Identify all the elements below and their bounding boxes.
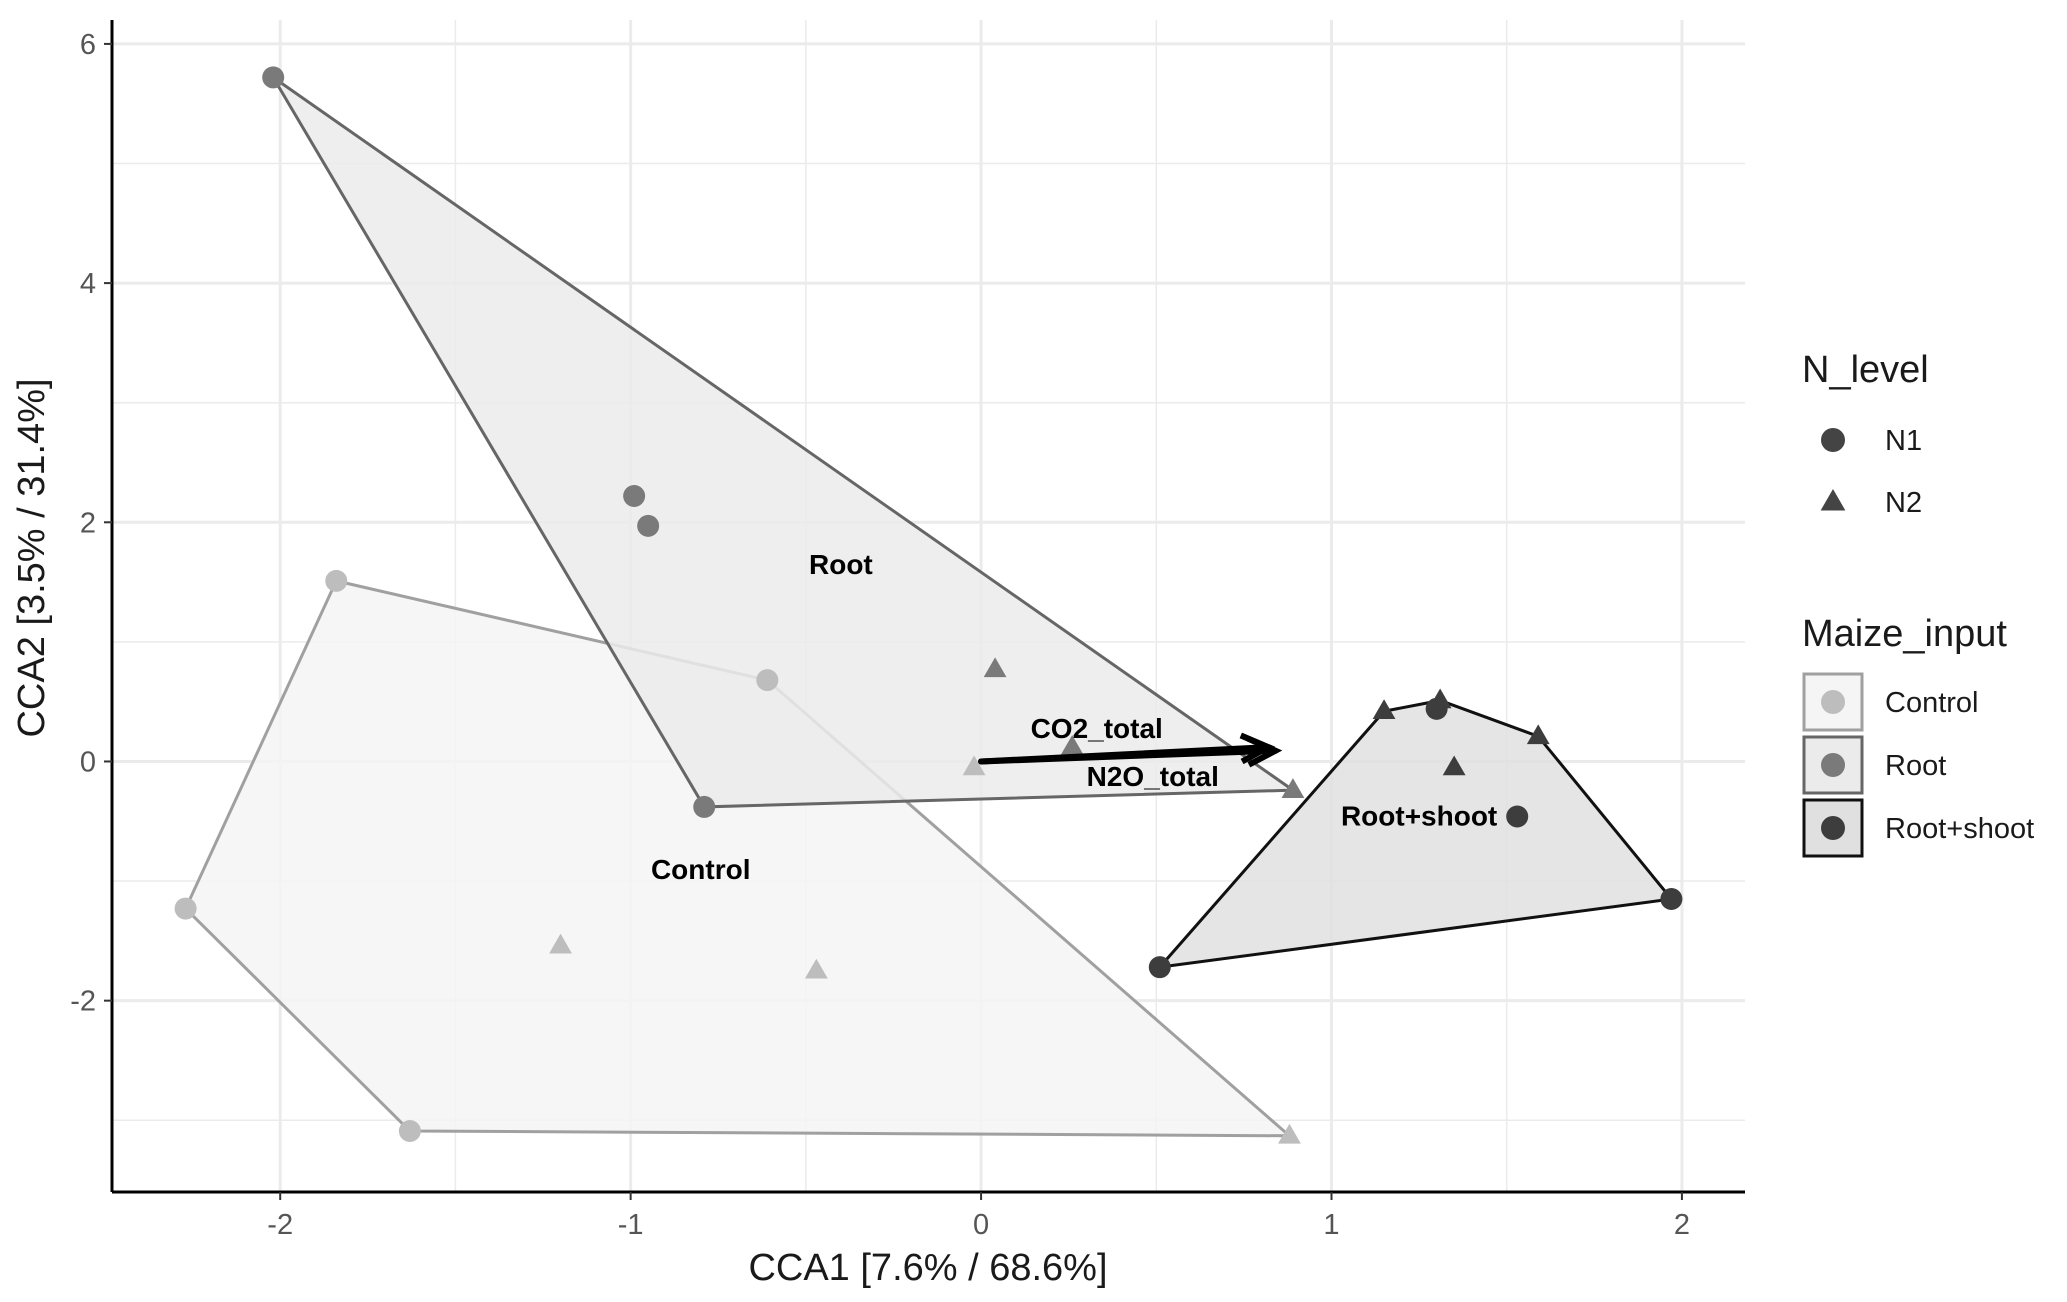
point-n1 <box>262 66 285 89</box>
point-n2 <box>1278 1123 1301 1144</box>
y-tick-label: 0 <box>80 746 96 778</box>
point-n2 <box>1372 699 1396 720</box>
x-tick-label: -2 <box>267 1209 293 1241</box>
x-tick-label: 0 <box>973 1209 989 1241</box>
point-n1 <box>325 569 348 592</box>
point-n2 <box>549 933 572 954</box>
point-n1 <box>1148 956 1171 979</box>
group-labels: Control Root Root+shoot <box>651 549 1497 885</box>
legend-label: N1 <box>1885 425 1922 457</box>
point-n2 <box>1526 724 1550 745</box>
group-label: Root+shoot <box>1341 800 1497 831</box>
axes: -2 -1 0 1 2 -2 0 2 4 6 <box>70 20 1745 1241</box>
group-hulls <box>183 76 1675 1138</box>
y-tick-label: -2 <box>70 986 96 1018</box>
x-tick-label: 2 <box>1674 1209 1690 1241</box>
legend-key-point <box>1821 753 1845 777</box>
legend-key-n1 <box>1821 428 1845 452</box>
y-axis-title: CCA2 [3.5% / 31.4%] <box>11 378 53 737</box>
point-n1 <box>623 484 646 507</box>
legend-title: N_level <box>1802 349 1929 391</box>
point-n2 <box>1428 688 1452 709</box>
hull-root <box>271 76 1298 809</box>
hull-root-shoot <box>1156 698 1675 970</box>
legend-title: Maize_input <box>1802 613 2007 655</box>
point-n2 <box>804 958 828 979</box>
point-n1 <box>1660 888 1683 910</box>
arrow-label: CO2_total <box>1031 713 1163 744</box>
legend-key-n2 <box>1820 489 1846 511</box>
legend: N_level N1 N2 Maize_input Control Root Root+sh… <box>1802 349 2034 858</box>
legend-label: Control <box>1885 687 1979 719</box>
arrow-n2o-total <box>978 747 1279 765</box>
legend-label: Root+shoot <box>1885 813 2034 845</box>
y-tick-label: 4 <box>80 268 96 300</box>
x-axis-title: CCA1 [7.6% / 68.6%] <box>748 1247 1107 1289</box>
point-n1 <box>174 897 197 920</box>
group-label: Root <box>809 549 873 580</box>
y-tick-label: 2 <box>80 507 96 539</box>
x-tick-label: 1 <box>1323 1209 1339 1241</box>
y-tick-label: 6 <box>80 29 96 61</box>
point-n2 <box>1442 755 1466 776</box>
point-n1 <box>1506 805 1529 828</box>
legend-label: N2 <box>1885 487 1922 519</box>
point-n1 <box>756 669 779 692</box>
point-n2 <box>983 657 1007 678</box>
arrow-head <box>1246 735 1283 768</box>
arrow-label: N2O_total <box>1087 761 1219 792</box>
point-n2 <box>1281 778 1305 798</box>
x-tick-label: -1 <box>618 1209 644 1241</box>
sample-points <box>174 66 1683 1144</box>
legend-label: Root <box>1885 750 1946 782</box>
group-label: Control <box>651 854 751 885</box>
point-n2 <box>1060 735 1084 755</box>
legend-key-point <box>1821 816 1845 840</box>
point-n1 <box>693 795 716 818</box>
point-n2 <box>962 755 986 776</box>
point-n1 <box>398 1120 421 1143</box>
legend-key-point <box>1821 690 1845 714</box>
env-arrows: CO2_total N2O_total <box>978 713 1283 792</box>
point-n1 <box>637 514 660 537</box>
